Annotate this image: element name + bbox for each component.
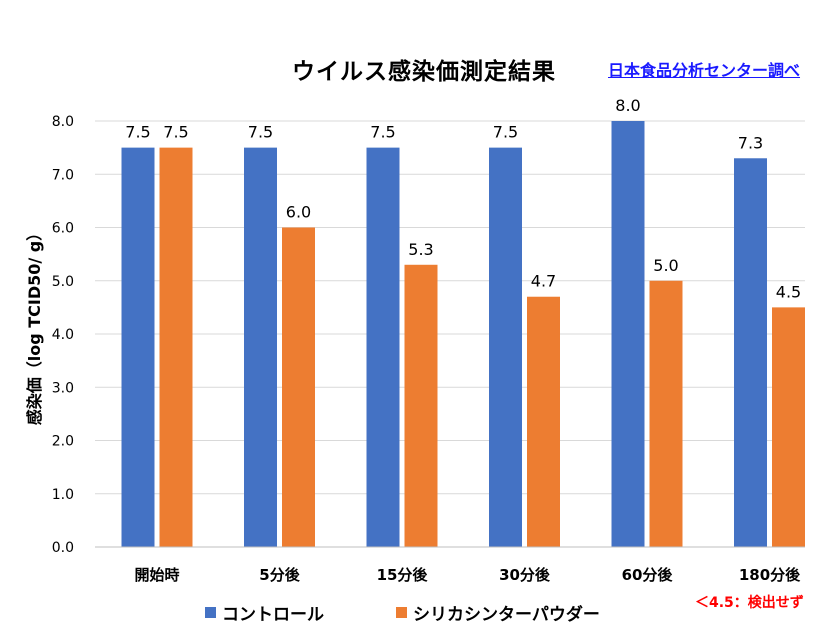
bar-control — [121, 147, 155, 547]
data-label-silica: 4.5 — [776, 282, 801, 301]
x-tick-label: 180分後 — [739, 566, 801, 584]
y-tick-label: 1.0 — [52, 487, 74, 503]
bar-silica — [772, 307, 805, 547]
bar-control — [734, 158, 767, 547]
x-tick-label: 5分後 — [259, 566, 300, 584]
data-label-control: 7.3 — [738, 133, 763, 152]
legend-swatch-silica — [396, 607, 407, 618]
y-axis-label-box: 感染価（log TCID50/ g） — [24, 200, 44, 450]
bar-silica — [282, 227, 315, 547]
data-label-silica: 6.0 — [286, 203, 311, 222]
bar-silica — [159, 147, 193, 547]
data-label-silica: 4.7 — [531, 272, 556, 291]
x-tick-label: 15分後 — [377, 566, 429, 584]
bar-control — [489, 147, 522, 547]
data-label-control: 7.5 — [248, 123, 273, 142]
x-tick-label: 60分後 — [622, 566, 674, 584]
x-tick-label: 開始時 — [134, 566, 179, 584]
legend-item-silica: シリカシンターパウダー — [396, 600, 600, 625]
y-tick-label: 7.0 — [52, 167, 74, 183]
data-label-silica: 7.5 — [163, 123, 188, 142]
y-tick-label: 5.0 — [52, 274, 74, 290]
legend-item-control: コントロール — [205, 600, 324, 625]
y-axis-label: 感染価（log TCID50/ g） — [25, 224, 44, 426]
legend-swatch-control — [205, 607, 216, 618]
data-label-control: 7.5 — [370, 123, 395, 142]
source-link[interactable]: 日本食品分析センター調べ — [608, 61, 801, 80]
y-tick-label: 2.0 — [52, 434, 74, 450]
y-tick-label: 0.0 — [52, 540, 74, 556]
y-tick-label: 8.0 — [52, 114, 74, 130]
bar-silica — [649, 280, 683, 547]
x-tick-label: 30分後 — [499, 566, 551, 584]
data-label-control: 7.5 — [125, 123, 150, 142]
bar-control — [611, 121, 645, 547]
data-label-control: 7.5 — [493, 123, 518, 142]
bar-silica — [404, 264, 438, 547]
data-label-silica: 5.3 — [408, 240, 433, 259]
chart-title: ウイルス感染価測定結果 — [292, 59, 556, 85]
detection-limit-note: ＜4.5：検出せず — [695, 595, 804, 611]
data-label-silica: 5.0 — [653, 256, 678, 275]
legend: コントロール シリカシンターパウダー — [205, 600, 672, 625]
legend-label-silica: シリカシンターパウダー — [413, 605, 600, 625]
y-tick-label: 4.0 — [52, 327, 74, 343]
bar-silica — [527, 296, 560, 547]
y-tick-label: 3.0 — [52, 380, 74, 396]
y-tick-label: 6.0 — [52, 221, 74, 237]
legend-label-control: コントロール — [222, 605, 324, 625]
bar-control — [366, 147, 400, 547]
bar-control — [244, 147, 277, 547]
data-label-control: 8.0 — [615, 96, 640, 115]
